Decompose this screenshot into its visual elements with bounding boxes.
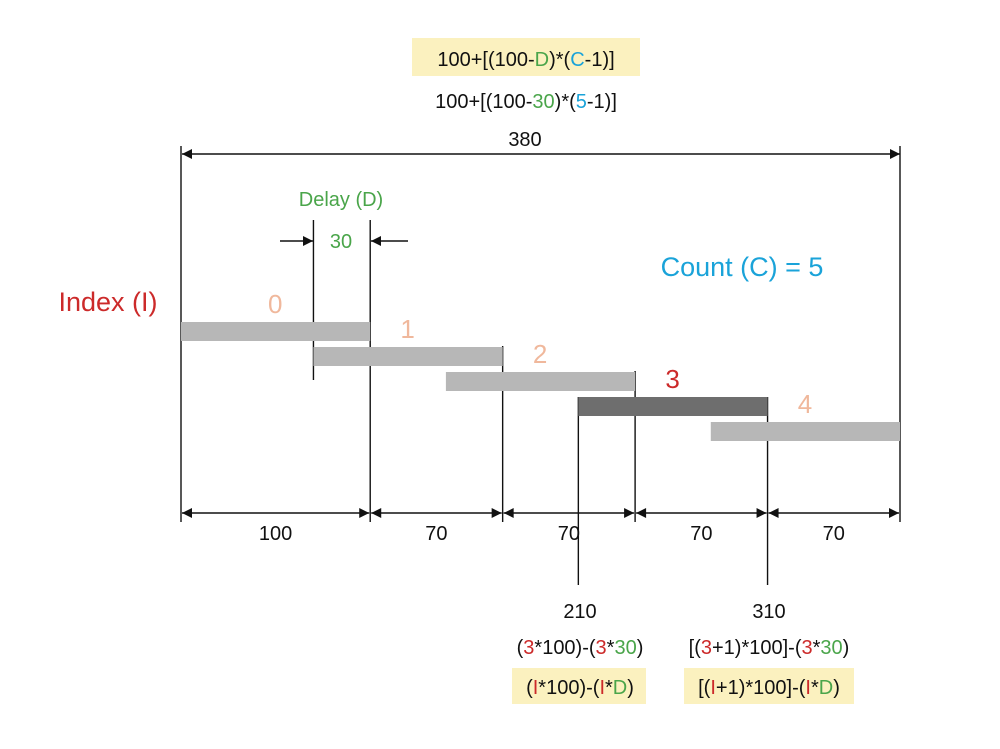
bar-index-label-4: 4 [798,389,812,419]
formula-total-part-3: C [570,49,584,71]
formula-total-values-part-1: 30 [532,91,554,113]
marker-310-value: 310 [752,601,785,623]
marker-right-vars-part-5: D [819,677,833,699]
delay-value: 30 [330,231,352,253]
formula-total-values-part-2: )*( [555,91,576,113]
marker-left-vars-part-1: I [533,677,539,699]
marker-210-formula-values: (3*100)-(3*30) [517,637,644,659]
bars: 0 1 2 3 4 [181,289,900,441]
marker-right-values-part-3: 3 [802,637,813,659]
marker-310-formula-vars: [(I+1)*100]-(I*D) [698,677,840,699]
marker-right-vars-part-6: ) [833,677,840,699]
marker-right-vars-part-1: I [710,677,716,699]
bar-index-label-0: 0 [268,289,282,319]
formula-total-values-part-3: 5 [576,91,587,113]
marker-right-values-part-5: 30 [820,637,842,659]
segment-label-4: 70 [823,523,845,545]
marker-right-values-part-6: ) [843,637,850,659]
segment-dimensions: 100 70 70 70 70 [182,508,899,545]
marker-right-vars-part-2: +1)*100]-( [716,677,806,699]
count-label: Count (C) = 5 [661,252,824,282]
formula-total: 100+[(100-D)*(C-1)] [437,49,614,71]
marker-left-values-part-0: ( [517,637,524,659]
formula-total-part-2: )*( [549,49,570,71]
marker-left-vars-part-0: ( [526,677,533,699]
bar-index-label-2: 2 [533,339,547,369]
marker-210-formula-highlight [512,668,646,704]
formula-total-values: 100+[(100-30)*(5-1)] [435,91,617,113]
segment-label-1: 70 [425,523,447,545]
bar-index-label-3: 3 [665,364,679,394]
index-label: Index (I) [58,287,157,317]
marker-left-values-part-5: 30 [614,637,636,659]
marker-right-values-part-2: +1)*100]-( [712,637,802,659]
marker-left-values-part-3: 3 [596,637,607,659]
marker-left-vars-part-2: *100)-( [538,677,599,699]
marker-right-values-part-1: 3 [701,637,712,659]
marker-310-formula-highlight [684,668,854,704]
bar-index-3 [578,397,768,416]
marker-right-vars-part-3: I [805,677,811,699]
segment-label-2: 70 [558,523,580,545]
delay-label: Delay (D) [299,189,383,211]
bar-index-2 [445,372,636,391]
formula-total-part-4: -1)] [585,49,615,71]
bar-index-label-1: 1 [400,314,414,344]
marker-left-vars-part-4: * [605,677,613,699]
marker-left-vars-part-6: ) [627,677,634,699]
segment-label-0: 100 [259,523,292,545]
formula-total-part-1: D [535,49,549,71]
marker-210-formula-vars: (I*100)-(I*D) [526,677,634,699]
marker-210-value: 210 [563,601,596,623]
formula-total-highlight [412,38,640,76]
bar-index-4 [710,422,900,441]
marker-right-vars-part-4: * [811,677,819,699]
total-length-label: 380 [508,129,541,151]
segment-label-3: 70 [690,523,712,545]
marker-left-vars-part-5: D [613,677,627,699]
marker-right-vars-part-0: [( [698,677,711,699]
bar-index-0 [181,322,371,341]
marker-left-values-part-2: *100)-( [534,637,595,659]
guide-lines [180,146,901,585]
marker-left-values-part-1: 3 [523,637,534,659]
formula-total-part-0: 100+[(100- [437,49,534,71]
marker-310-formula-values: [(3+1)*100]-(3*30) [689,637,850,659]
marker-right-values-part-4: * [813,637,821,659]
marker-right-values-part-0: [( [689,637,702,659]
marker-left-values-part-6: ) [637,637,644,659]
marker-left-vars-part-3: I [599,677,605,699]
formula-total-values-part-4: -1)] [587,91,617,113]
marker-left-values-part-4: * [607,637,615,659]
bar-index-1 [313,347,503,366]
formula-total-values-part-0: 100+[(100- [435,91,532,113]
